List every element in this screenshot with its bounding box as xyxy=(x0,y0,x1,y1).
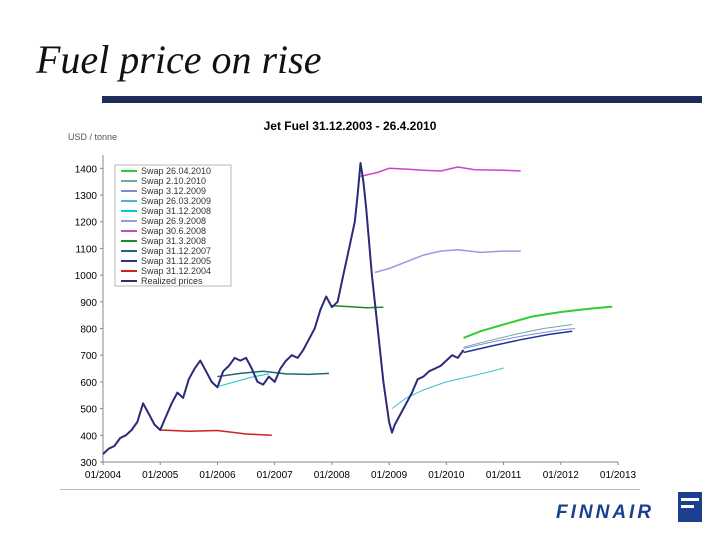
logo-text: FINNAIR xyxy=(556,502,655,523)
series-line-swap-31-12-2005 xyxy=(463,330,573,354)
finnair-f-icon xyxy=(678,492,702,522)
legend-label: Swap 31.12.2004 xyxy=(141,266,211,276)
series-line-swap-2-10-2010 xyxy=(463,324,573,348)
x-tick-label: 01/2004 xyxy=(85,470,122,481)
y-tick-label: 900 xyxy=(80,298,97,309)
series-line-swap-31-12-2008 xyxy=(217,373,269,388)
series-line-swap-26-04-2010 xyxy=(463,305,613,339)
legend-box xyxy=(114,164,232,287)
y-tick-label: 1200 xyxy=(75,218,98,229)
series-line-swap-30-6-2008 xyxy=(360,166,521,178)
y-tick-label: 1300 xyxy=(75,191,98,202)
legend-label: Realized prices xyxy=(141,276,203,286)
x-tick-label: 01/2006 xyxy=(199,470,236,481)
x-tick-label: 01/2013 xyxy=(600,470,637,481)
slide-title: Fuel price on rise xyxy=(36,37,322,82)
y-tick-label: 1000 xyxy=(75,271,98,282)
y-tick-label: 700 xyxy=(80,351,97,362)
x-tick-label: 01/2009 xyxy=(371,470,408,481)
title-rule xyxy=(102,96,702,103)
y-axis-label: USD / tonne xyxy=(68,132,117,142)
finnair-logo: FINNAIR xyxy=(556,492,702,528)
y-tick-label: 400 xyxy=(80,431,97,442)
series-line-realized-prices xyxy=(102,162,465,455)
y-tick-label: 500 xyxy=(80,405,97,416)
legend-label: Swap 31.12.2008 xyxy=(141,206,211,216)
x-tick-label: 01/2008 xyxy=(314,470,351,481)
legend-label: Swap 26.03.2009 xyxy=(141,196,211,206)
y-tick-label: 800 xyxy=(80,325,97,336)
series-line-swap-26-03-2009 xyxy=(391,367,504,410)
legend-label: Swap 3.12.2009 xyxy=(141,186,206,196)
x-tick-label: 01/2007 xyxy=(257,470,294,481)
legend-label: Swap 31.12.2007 xyxy=(141,246,211,256)
legend-label: Swap 26.9.2008 xyxy=(141,216,206,226)
series-line-swap-26-9-2008 xyxy=(374,249,521,274)
legend-label: Swap 2.10.2010 xyxy=(141,176,206,186)
legend-label: Swap 26.04.2010 xyxy=(141,166,211,176)
legend-label: Swap 31.3.2008 xyxy=(141,236,206,246)
legend-label: Swap 31.12.2005 xyxy=(141,256,211,266)
series-line-swap-31-12-2007 xyxy=(217,370,330,378)
x-tick-label: 01/2011 xyxy=(486,470,522,481)
series-line-swap-31-12-2004 xyxy=(160,429,272,437)
legend-label: Swap 30.6.2008 xyxy=(141,226,206,236)
chart-title: Jet Fuel 31.12.2003 - 26.4.2010 xyxy=(264,119,437,133)
y-tick-label: 300 xyxy=(80,458,97,469)
x-tick-label: 01/2010 xyxy=(428,470,465,481)
series-line-swap-3-12-2009 xyxy=(463,328,576,349)
footer-rule xyxy=(60,489,640,490)
x-tick-label: 01/2005 xyxy=(142,470,179,481)
y-tick-label: 600 xyxy=(80,378,97,389)
x-tick-label: 01/2012 xyxy=(543,470,580,481)
y-tick-label: 1100 xyxy=(75,244,97,255)
y-tick-label: 1400 xyxy=(75,164,98,175)
